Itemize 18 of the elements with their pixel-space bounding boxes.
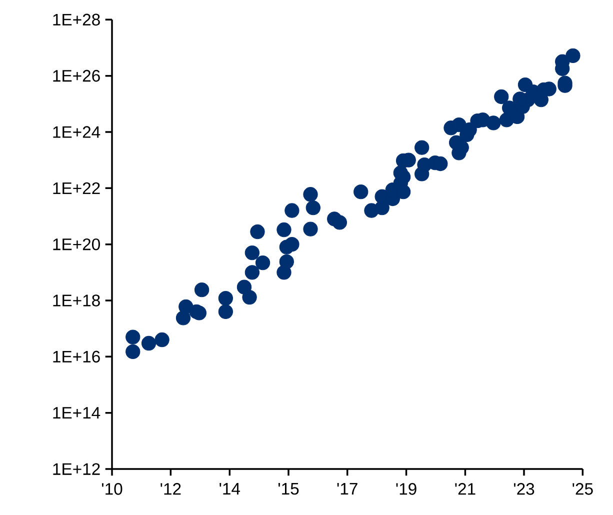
y-tick-label: 1E+28 xyxy=(53,14,100,26)
y-tick-label: 1E+20 xyxy=(53,238,100,250)
y-tick-label: 1E+24 xyxy=(53,126,100,138)
y-tick-label: 1E+26 xyxy=(53,70,100,82)
x-tick-label: '21 xyxy=(455,483,476,495)
x-tick-label: '15 xyxy=(278,483,299,495)
x-tick-label: '12 xyxy=(160,483,181,495)
y-tick-label: 1E+22 xyxy=(53,182,100,194)
y-tick-label: 1E+16 xyxy=(53,350,100,363)
x-tick-label: '23 xyxy=(514,483,534,495)
x-tick-label: '14 xyxy=(220,483,240,494)
x-tick-label: '25 xyxy=(572,483,593,495)
y-tick-label: 1E+18 xyxy=(53,294,100,306)
y-tick-label: 1E+14 xyxy=(53,407,100,419)
x-tick-label: '10 xyxy=(102,483,122,495)
x-tick-label: '19 xyxy=(396,483,416,495)
y-tick-label: 1E+12 xyxy=(53,463,100,475)
x-tick-label: '17 xyxy=(337,483,358,494)
